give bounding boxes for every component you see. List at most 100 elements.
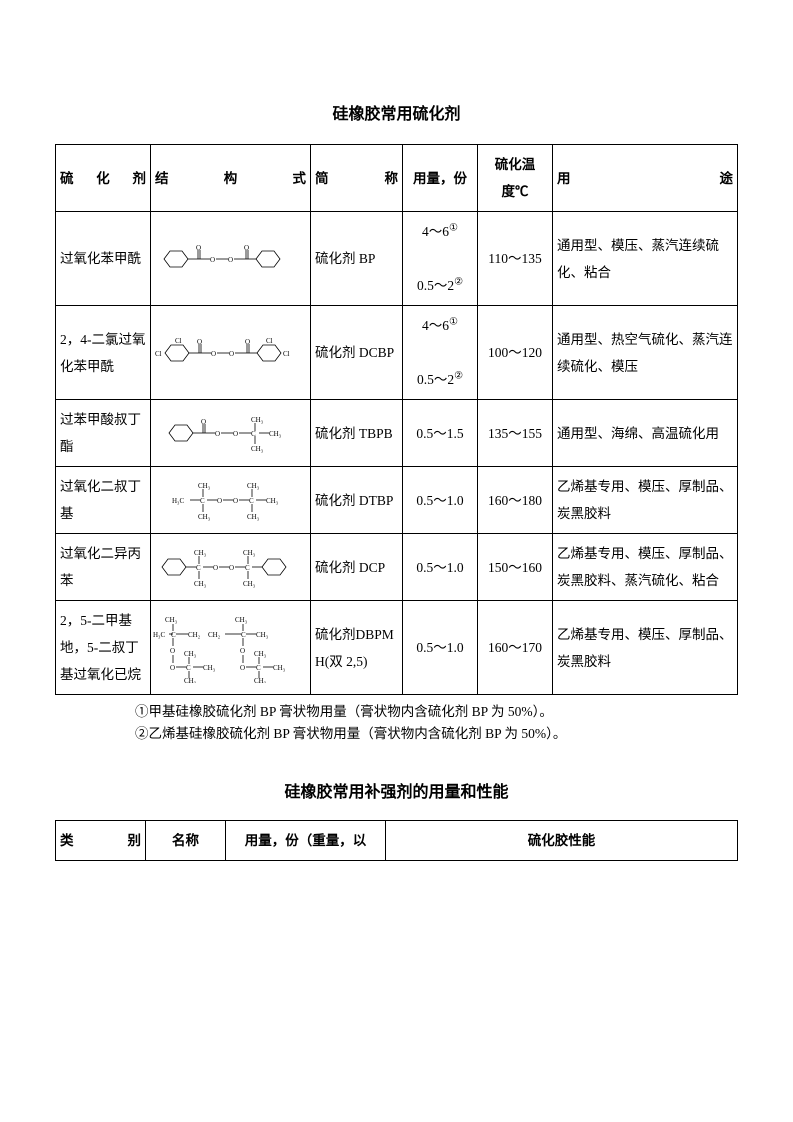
svg-text:CH₃: CH₃: [247, 513, 260, 521]
svg-text:Cl: Cl: [266, 337, 273, 345]
svg-text:CH₃: CH₃: [194, 549, 207, 557]
svg-text:O: O: [217, 497, 222, 505]
th-dose: 用量，份: [403, 145, 478, 212]
th-temp: 硫化温度℃: [478, 145, 553, 212]
svg-text:CH₃: CH₃: [198, 482, 211, 490]
cell-temp: 135～155: [478, 400, 553, 467]
svg-text:O: O: [240, 647, 245, 655]
svg-text:CH₃: CH₃: [247, 482, 260, 490]
svg-text:O: O: [233, 430, 238, 438]
svg-text:CH₃: CH₃: [254, 650, 267, 658]
table-row: 2，5-二甲基地，5-二叔丁基过氧化已烷 CH₃ H₃C C CH₂ O O: [56, 601, 738, 695]
cell-temp: 150～160: [478, 534, 553, 601]
svg-text:Cl: Cl: [283, 350, 290, 358]
cell-abbr: 硫化剂 BP: [311, 212, 403, 306]
footnote-1: ①甲基硅橡胶硫化剂 BP 膏状物用量（膏状物内含硫化剂 BP 为 50%）。: [135, 701, 738, 723]
cell-agent: 2，5-二甲基地，5-二叔丁基过氧化已烷: [56, 601, 151, 695]
table-row: 过苯甲酸叔丁酯 O O O C CH₃ CH₃ CH₃: [56, 400, 738, 467]
cell-use: 乙烯基专用、模压、厚制品、炭黑胶料: [553, 467, 738, 534]
th-name: 名称: [146, 821, 226, 861]
svg-text:CH₂: CH₂: [208, 631, 221, 639]
vulcanizer-table: 硫 化 剂 结 构 式 简 称 用量，份 硫化温度℃ 用 途 过氧化苯甲酰 O …: [55, 144, 738, 695]
cell-agent: 过氧化二叔丁基: [56, 467, 151, 534]
table-row: 过氧化二异丙苯 C CH₃ CH₃ O O C CH₃ CH₃: [56, 534, 738, 601]
structure-dbpmh-icon: CH₃ H₃C C CH₂ O O C CH₃ CH₃ CH₃: [153, 613, 308, 683]
dose-value-2: 0.5～2: [417, 278, 454, 293]
svg-text:Cl: Cl: [155, 350, 162, 358]
svg-text:H₃C: H₃C: [172, 497, 184, 505]
dose-sup-1: ①: [449, 223, 458, 234]
svg-text:O: O: [210, 256, 215, 264]
cell-dose: 0.5～1.0: [403, 601, 478, 695]
svg-text:CH₃: CH₃: [251, 445, 264, 453]
page-title-vulcanizers: 硅橡胶常用硫化剂: [55, 100, 738, 124]
svg-text:CH₃: CH₃: [256, 631, 269, 639]
dose-sup-2: ②: [454, 371, 463, 382]
svg-text:C: C: [196, 564, 201, 572]
th-category: 类 别: [56, 821, 146, 861]
table-row: 过氧化二叔丁基 H₃C C CH₃ CH₃ O O C CH₃ CH₃ CH₃ …: [56, 467, 738, 534]
dose-value-1: 4～6: [422, 318, 449, 333]
svg-text:CH₃: CH₃: [273, 664, 286, 672]
cell-abbr: 硫化剂 DCBP: [311, 306, 403, 400]
cell-dose: 0.5～1.0: [403, 534, 478, 601]
cell-abbr: 硫化剂 DCP: [311, 534, 403, 601]
dose-sup-1: ①: [449, 317, 458, 328]
cell-use: 通用型、海绵、高温硫化用: [553, 400, 738, 467]
cell-temp: 100～120: [478, 306, 553, 400]
reinforcer-table: 类 别 名称 用量，份（重量，以 硫化胶性能: [55, 820, 738, 861]
table-header-row: 类 别 名称 用量，份（重量，以 硫化胶性能: [56, 821, 738, 861]
svg-text:C: C: [186, 664, 191, 672]
svg-text:CH₃: CH₃: [184, 677, 197, 683]
th-use: 用 途: [553, 145, 738, 212]
svg-text:O: O: [201, 418, 206, 426]
cell-struct: Cl Cl O O O O Cl Cl: [151, 306, 311, 400]
svg-text:O: O: [213, 564, 218, 572]
table-header-row: 硫 化 剂 结 构 式 简 称 用量，份 硫化温度℃ 用 途: [56, 145, 738, 212]
structure-dtbp-icon: H₃C C CH₃ CH₃ O O C CH₃ CH₃ CH₃: [166, 478, 296, 522]
th-dose: 用量，份（重量，以: [226, 821, 386, 861]
svg-text:O: O: [170, 664, 175, 672]
svg-text:CH₃: CH₃: [184, 650, 197, 658]
cell-agent: 2，4-二氯过氧化苯甲酰: [56, 306, 151, 400]
cell-agent: 过氧化二异丙苯: [56, 534, 151, 601]
svg-text:CH₃: CH₃: [243, 580, 256, 588]
svg-text:C: C: [256, 664, 261, 672]
footnotes: ①甲基硅橡胶硫化剂 BP 膏状物用量（膏状物内含硫化剂 BP 为 50%）。 ②…: [135, 701, 738, 744]
cell-struct: H₃C C CH₃ CH₃ O O C CH₃ CH₃ CH₃: [151, 467, 311, 534]
cell-agent: 过氧化苯甲酰: [56, 212, 151, 306]
svg-text:CH₃: CH₃: [269, 430, 282, 438]
page-title-reinforcers: 硅橡胶常用补强剂的用量和性能: [55, 778, 738, 802]
svg-text:C: C: [171, 631, 176, 639]
cell-dose: 0.5～1.0: [403, 467, 478, 534]
svg-text:Cl: Cl: [175, 337, 182, 345]
th-prop: 硫化胶性能: [386, 821, 738, 861]
cell-temp: 160～180: [478, 467, 553, 534]
svg-text:O: O: [170, 647, 175, 655]
svg-text:CH₃: CH₃: [243, 549, 256, 557]
cell-dose: 0.5～1.5: [403, 400, 478, 467]
svg-text:CH₃: CH₃: [165, 616, 178, 624]
svg-text:O: O: [196, 244, 201, 252]
table-row: 2，4-二氯过氧化苯甲酰 Cl Cl O O O O: [56, 306, 738, 400]
svg-text:CH₃: CH₃: [251, 416, 264, 424]
svg-text:C: C: [249, 497, 254, 505]
svg-text:C: C: [241, 631, 246, 639]
cell-use: 通用型、模压、蒸汽连续硫化、粘合: [553, 212, 738, 306]
dose-sup-2: ②: [454, 277, 463, 288]
cell-use: 乙烯基专用、模压、厚制品、炭黑胶料、蒸汽硫化、粘合: [553, 534, 738, 601]
svg-text:CH₃: CH₃: [266, 497, 279, 505]
svg-text:O: O: [228, 256, 233, 264]
svg-text:CH₃: CH₃: [198, 513, 211, 521]
cell-abbr: 硫化剂DBPMH(双 2,5): [311, 601, 403, 695]
svg-text:O: O: [197, 338, 202, 346]
svg-text:CH₃: CH₃: [203, 664, 216, 672]
svg-text:CH₃: CH₃: [254, 677, 267, 683]
dose-value-2: 0.5～2: [417, 372, 454, 387]
dose-value-1: 4～6: [422, 224, 449, 239]
svg-text:O: O: [233, 497, 238, 505]
cell-dose: 4～6① 0.5～2②: [403, 306, 478, 400]
cell-abbr: 硫化剂 TBPB: [311, 400, 403, 467]
svg-text:O: O: [229, 564, 234, 572]
svg-text:O: O: [244, 244, 249, 252]
